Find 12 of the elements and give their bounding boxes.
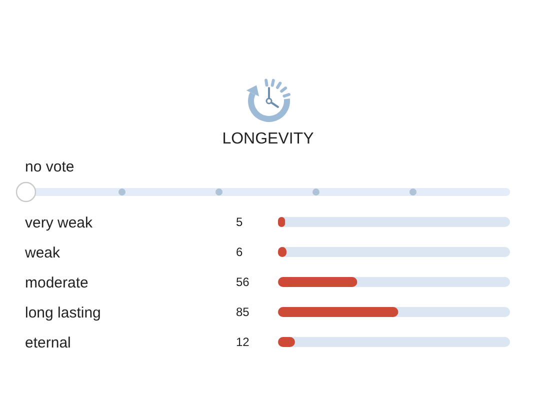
y-tick-label: weak [24, 244, 61, 262]
y-tick-label: eternal [25, 334, 71, 352]
data-label: 56 [236, 275, 250, 290]
data-label: 85 [236, 305, 250, 320]
y-tick-label: moderate [25, 274, 88, 292]
data-label: 5 [236, 215, 243, 230]
y-tick-label: long lasting [25, 304, 101, 322]
data-label: 6 [236, 245, 243, 260]
data-label: 12 [236, 335, 250, 350]
chart-title: LONGEVITY [222, 130, 314, 148]
y-tick-label: very weak [25, 214, 94, 232]
text: no vote [25, 158, 74, 176]
